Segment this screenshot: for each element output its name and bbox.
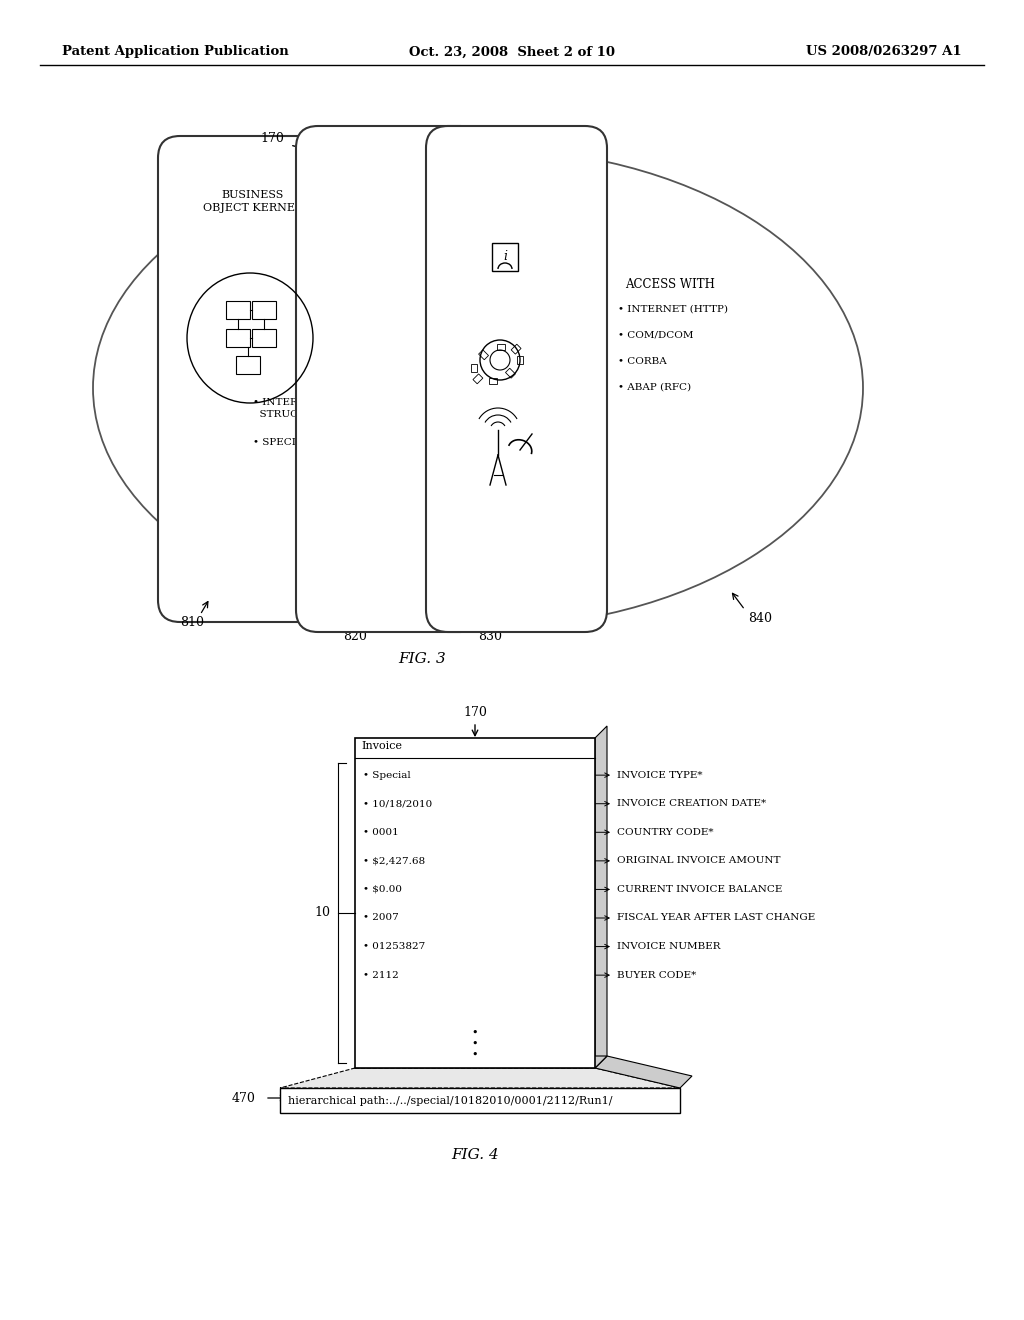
Text: i: i — [503, 251, 507, 264]
Text: 470: 470 — [231, 1092, 255, 1105]
Text: US 2008/0263297 A1: US 2008/0263297 A1 — [806, 45, 962, 58]
Polygon shape — [595, 726, 607, 1068]
FancyBboxPatch shape — [158, 136, 352, 622]
Text: 10: 10 — [314, 907, 330, 920]
Text: 820: 820 — [343, 631, 367, 644]
Bar — [252, 301, 276, 319]
Text: CURRENT INVOICE BALANCE: CURRENT INVOICE BALANCE — [617, 884, 782, 894]
Bar — [489, 378, 497, 384]
Bar — [226, 329, 250, 347]
Text: • ABAP (RFC): • ABAP (RFC) — [618, 383, 691, 392]
Text: Invoice: Invoice — [361, 741, 402, 751]
Text: FIG. 4: FIG. 4 — [452, 1148, 499, 1162]
Text: • 2007: • 2007 — [362, 913, 398, 923]
Text: •: • — [472, 1039, 478, 1049]
Bar — [511, 345, 521, 354]
Bar — [478, 350, 488, 360]
Text: 830: 830 — [478, 631, 502, 644]
Bar — [506, 368, 515, 378]
Text: • Special: • Special — [362, 771, 411, 780]
Polygon shape — [280, 1068, 680, 1088]
Polygon shape — [595, 1056, 692, 1088]
Bar — [236, 356, 260, 374]
Text: Oct. 23, 2008  Sheet 2 of 10: Oct. 23, 2008 Sheet 2 of 10 — [409, 45, 615, 58]
Text: hierarchical path:../../special/10182010/0001/2112/Run1/: hierarchical path:../../special/10182010… — [288, 1096, 612, 1106]
Bar — [517, 356, 523, 364]
Text: • COM/DCOM: • COM/DCOM — [618, 331, 693, 341]
Text: •: • — [472, 1049, 478, 1060]
Text: • ATTRIBUTES: • ATTRIBUTES — [460, 205, 541, 214]
Text: • BAPIs,
  METHODS: • BAPIs, METHODS — [460, 285, 524, 306]
Text: INTEGRITY: INTEGRITY — [353, 178, 423, 191]
Text: • CONSISTENCY
  CONDITIONS

  (OBJECT BASED): • CONSISTENCY CONDITIONS (OBJECT BASED) — [330, 205, 429, 249]
FancyBboxPatch shape — [426, 125, 607, 632]
Bar — [492, 243, 518, 271]
Bar — [355, 738, 595, 1068]
Text: 810: 810 — [180, 615, 204, 628]
Text: BUYER CODE*: BUYER CODE* — [617, 970, 696, 979]
Text: BUSINESS
OBJECT KERNEL: BUSINESS OBJECT KERNEL — [204, 190, 303, 214]
Bar — [226, 301, 250, 319]
Text: • EVENTS: • EVENTS — [460, 389, 515, 399]
FancyBboxPatch shape — [296, 125, 482, 632]
Text: INVOICE CREATION DATE*: INVOICE CREATION DATE* — [617, 799, 766, 808]
Text: 840: 840 — [748, 611, 772, 624]
Text: • INTERNAL
  STRUCTURE: • INTERNAL STRUCTURE — [253, 399, 329, 418]
Text: • BUSINESS
  RULES

  (ENVIRONMENT
  BASED): • BUSINESS RULES (ENVIRONMENT BASED) — [330, 355, 429, 412]
Text: •: • — [472, 1028, 478, 1038]
Bar — [473, 374, 483, 384]
Bar — [471, 364, 477, 372]
Text: • 2112: • 2112 — [362, 970, 398, 979]
Text: FISCAL YEAR AFTER LAST CHANGE: FISCAL YEAR AFTER LAST CHANGE — [617, 913, 815, 923]
Text: • SPECIALIZATION: • SPECIALIZATION — [253, 438, 357, 447]
Text: • $2,427.68: • $2,427.68 — [362, 857, 425, 866]
Text: INVOICE TYPE*: INVOICE TYPE* — [617, 771, 702, 780]
Bar — [497, 345, 505, 350]
Text: INTERFACE: INTERFACE — [478, 178, 552, 191]
Bar — [280, 1088, 680, 1113]
Text: • $0.00: • $0.00 — [362, 884, 402, 894]
Text: ORIGINAL INVOICE AMOUNT: ORIGINAL INVOICE AMOUNT — [617, 857, 780, 866]
Text: 170: 170 — [463, 705, 487, 718]
Text: FIG. 3: FIG. 3 — [398, 652, 445, 667]
Polygon shape — [355, 1056, 607, 1068]
Text: • 0001: • 0001 — [362, 828, 398, 837]
Text: COUNTRY CODE*: COUNTRY CODE* — [617, 828, 714, 837]
Text: INVOICE NUMBER: INVOICE NUMBER — [617, 942, 721, 952]
Text: • 01253827: • 01253827 — [362, 942, 425, 952]
Text: • INTERNET (HTTP): • INTERNET (HTTP) — [618, 305, 728, 314]
Text: 170: 170 — [260, 132, 284, 144]
Text: ACCESS WITH: ACCESS WITH — [625, 279, 715, 290]
Text: Patent Application Publication: Patent Application Publication — [62, 45, 289, 58]
Text: • CORBA: • CORBA — [618, 356, 667, 366]
Text: • 10/18/2010: • 10/18/2010 — [362, 799, 432, 808]
Bar — [252, 329, 276, 347]
